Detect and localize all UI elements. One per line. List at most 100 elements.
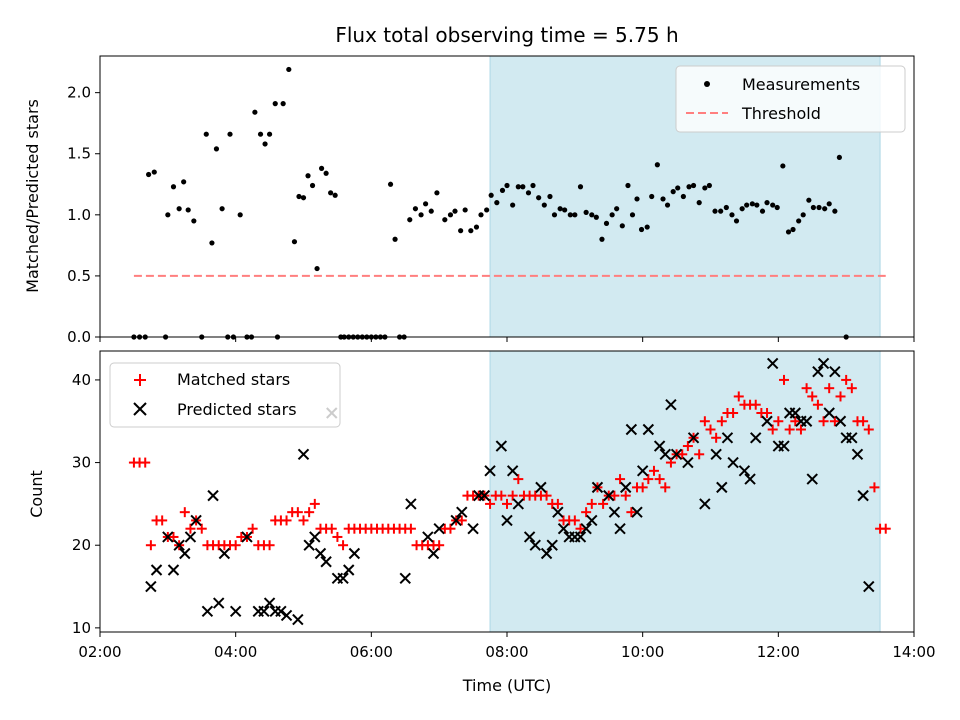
matched-stars-point [841,374,852,385]
predicted-stars-point-b [591,481,604,494]
predicted-stars-point [557,522,570,535]
measurement-point [774,204,780,211]
matched-stars-point [711,432,722,443]
measurement-point [291,239,298,245]
measurement-point [686,184,692,190]
predicted-stars-point [399,572,411,584]
measurement-point [572,212,578,218]
predicted-stars-point [812,365,824,378]
predicted-stars-point [512,498,525,510]
measurement-point [300,195,307,201]
matched-stars-point [230,540,241,551]
predicted-stars-point [591,481,604,494]
predicted-stars-point-b [761,415,773,427]
predicted-stars-point [608,506,621,518]
matched-stars-point [818,416,829,427]
measurement-point [744,202,750,208]
predicted-stars-point-b [433,522,445,535]
predicted-stars-point-b [179,547,191,560]
x-tick-label: 04:00 [214,643,257,661]
predicted-stars-point-b [540,547,553,560]
measurement-point [729,212,735,218]
predicted-stars-point-b [258,605,270,618]
predicted-stars-point-b [687,432,700,444]
predicted-stars-point-b [614,522,626,535]
bottom-y-axis-label: Count [27,470,46,518]
top-axis-ticks: 0.0 0.5 1.0 1.5 2.0 [67,84,915,346]
predicted-stars-point [484,465,496,477]
matched-stars-point [660,482,671,493]
predicted-stars-point [501,514,513,527]
predicted-stars-point [636,465,649,477]
measurement-point [434,190,440,196]
predicted-stars-point-b [699,498,711,510]
bottom-panel: 02:00 04:00 06:00 08:00 10:00 12:00 14:00 10 20 3… [72,350,936,661]
predicted-stars-point [207,489,219,502]
measurement-point [670,189,676,195]
predicted-stars-point-b [201,605,214,618]
matched-stars-point [338,540,349,551]
matched-stars-point [485,498,496,509]
bottom-plot-marks [128,357,891,626]
predicted-stars-point [653,440,666,452]
measurement-point [816,204,822,211]
predicted-stars-point [184,531,197,543]
measurement-point [619,223,625,229]
predicted-stars-point-b [303,539,315,551]
matched-stars-point [643,474,654,485]
matched-stars-point [767,424,778,435]
predicted-stars-point [620,481,632,494]
chart-title: Flux total observing time = 5.75 h [335,23,678,47]
predicted-stars-point-b [642,423,655,436]
measurement-point [599,236,605,242]
predicted-stars-point [687,432,700,444]
predicted-stars-point [631,506,643,518]
predicted-stars-point-b [343,564,355,576]
predicted-stars-point-b [280,609,293,622]
matched-stars-point [609,490,620,501]
measurement-point [660,196,666,202]
predicted-stars-point [659,448,671,461]
x-tick-label: 06:00 [350,643,393,661]
predicted-stars-point [229,605,242,618]
measurement-point [822,206,828,212]
predicted-stars-point-b [710,448,722,461]
predicted-stars-point-b [495,440,508,452]
predicted-stars-point [750,432,762,444]
measurement-point [706,182,712,189]
bottom-y-tick-label: 40 [72,371,91,389]
matched-stars-point [581,507,592,518]
predicted-stars-point-b [309,531,321,543]
measurement-point [296,193,302,200]
measurement-point [473,224,480,230]
measurement-point [170,184,177,190]
bottom-axis-ticks: 02:00 04:00 06:00 08:00 10:00 12:00 14:00 10 20 3… [72,371,936,661]
matched-stars-point [677,449,688,460]
measurement-point [165,212,171,218]
bottom-axes-frame [99,350,915,633]
legend-measurements-marker [704,81,710,87]
predicted-stars-point-b [467,522,479,535]
measurement-point [718,208,724,214]
predicted-stars-point [173,539,185,551]
predicted-stars-point [535,481,547,494]
bottom-shaded-region [489,350,881,633]
measurement-point [759,208,766,214]
predicted-stars-point-b [427,547,440,560]
predicted-stars-point [846,432,858,444]
predicted-stars-point-b [348,547,361,560]
measurement-point [488,192,494,198]
matched-stars-point [298,515,309,526]
matched-stars-point [309,498,320,509]
measurement-point [412,206,419,212]
measurement-point [675,185,681,191]
predicted-stars-point [546,539,558,551]
predicted-stars-point [297,448,310,461]
measurement-point [810,204,816,211]
measurement-point [151,169,157,175]
matched-stars-point [648,465,659,476]
measurement-point [785,229,792,235]
matched-stars-point [513,474,524,485]
predicted-stars-point-b [682,456,694,469]
matched-stars-point [247,523,258,534]
